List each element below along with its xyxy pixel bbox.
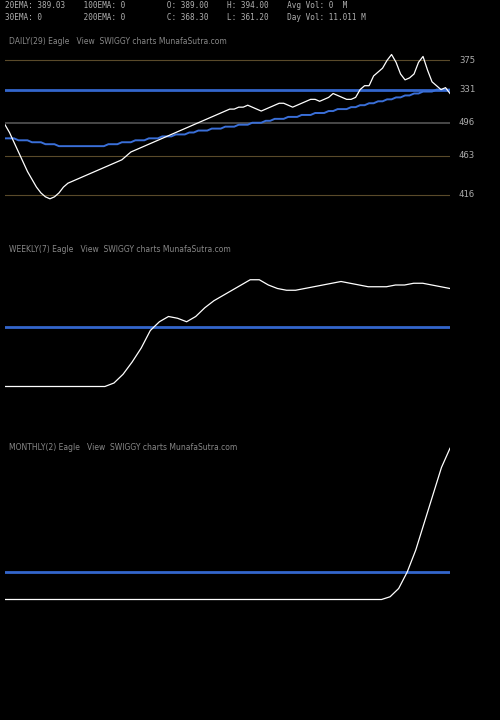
Text: 331: 331 xyxy=(459,85,475,94)
Text: WEEKLY(7) Eagle   View  SWIGGY charts MunafaSutra.com: WEEKLY(7) Eagle View SWIGGY charts Munaf… xyxy=(10,245,231,253)
Text: 463: 463 xyxy=(459,151,475,161)
Text: 416: 416 xyxy=(459,190,475,199)
Text: 20EMA: 389.03    100EMA: 0         O: 389.00    H: 394.00    Avg Vol: 0  M: 20EMA: 389.03 100EMA: 0 O: 389.00 H: 394… xyxy=(5,1,347,11)
Text: 496: 496 xyxy=(459,118,475,127)
Text: 375: 375 xyxy=(459,56,475,65)
Text: MONTHLY(2) Eagle   View  SWIGGY charts MunafaSutra.com: MONTHLY(2) Eagle View SWIGGY charts Muna… xyxy=(10,443,237,451)
Text: 30EMA: 0         200EMA: 0         C: 368.30    L: 361.20    Day Vol: 11.011 M: 30EMA: 0 200EMA: 0 C: 368.30 L: 361.20 D… xyxy=(5,13,366,22)
Text: DAILY(29) Eagle   View  SWIGGY charts MunafaSutra.com: DAILY(29) Eagle View SWIGGY charts Munaf… xyxy=(10,37,227,46)
